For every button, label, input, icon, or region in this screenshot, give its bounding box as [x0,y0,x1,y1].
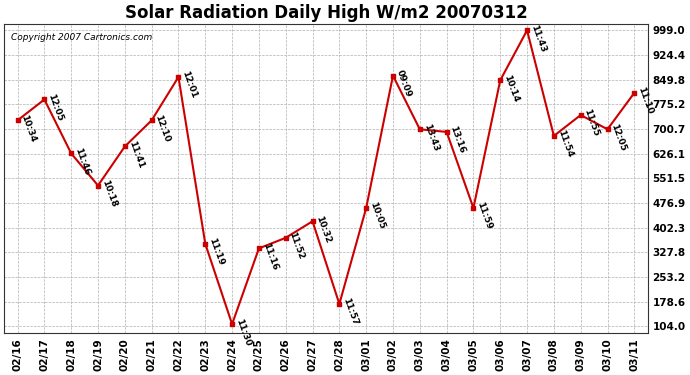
Point [549,133,560,139]
Text: 11:16: 11:16 [261,242,279,272]
Point [253,245,264,251]
Point [361,205,372,211]
Text: 10:05: 10:05 [368,201,386,231]
Text: 11:54: 11:54 [555,129,574,159]
Text: 13:16: 13:16 [448,125,466,155]
Text: 11:57: 11:57 [342,297,359,327]
Point [414,126,425,132]
Text: 10:34: 10:34 [19,113,38,143]
Text: 09:09: 09:09 [395,69,413,99]
Text: 11:43: 11:43 [529,23,547,53]
Text: 11:46: 11:46 [73,146,91,177]
Point [334,301,345,307]
Text: 13:43: 13:43 [422,122,440,152]
Text: 12:05: 12:05 [609,122,628,152]
Point [226,321,237,327]
Point [468,205,479,211]
Text: Copyright 2007 Cartronics.com: Copyright 2007 Cartronics.com [10,33,152,42]
Point [522,27,533,33]
Point [441,129,452,135]
Text: 10:18: 10:18 [100,178,118,209]
Point [629,90,640,96]
Point [307,218,318,224]
Point [280,235,291,241]
Point [92,183,104,189]
Text: 11:59: 11:59 [475,201,493,231]
Text: 11:19: 11:19 [207,237,226,267]
Title: Solar Radiation Daily High W/m2 20070312: Solar Radiation Daily High W/m2 20070312 [125,4,527,22]
Text: 11:55: 11:55 [582,108,601,138]
Point [12,117,23,123]
Text: 12:01: 12:01 [180,70,199,100]
Text: 12:05: 12:05 [46,93,64,122]
Text: 11:30: 11:30 [234,317,252,347]
Point [66,150,77,156]
Text: 11:10: 11:10 [636,86,654,116]
Point [602,126,613,132]
Point [39,96,50,102]
Point [495,77,506,83]
Point [146,117,157,123]
Text: 11:52: 11:52 [288,231,306,261]
Point [200,241,211,247]
Text: 10:14: 10:14 [502,73,520,103]
Text: 12:10: 12:10 [154,113,172,143]
Point [173,74,184,80]
Text: 11:41: 11:41 [127,140,145,170]
Point [575,112,586,118]
Point [119,144,130,150]
Text: 10:32: 10:32 [315,214,333,244]
Point [388,73,399,79]
